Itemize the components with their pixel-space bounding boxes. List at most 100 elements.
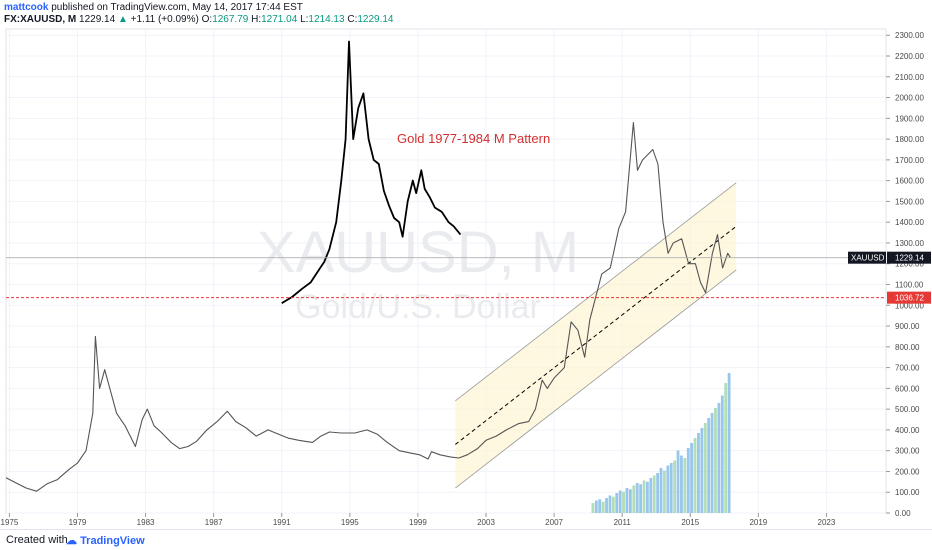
watermark-description: Gold/U.S. Dollar <box>295 288 541 326</box>
volume-bar <box>632 485 636 513</box>
watermark-symbol: XAUUSD, M <box>257 220 579 285</box>
volume-bar <box>642 480 646 513</box>
published-text: published on TradingView.com, May 14, 20… <box>48 2 303 13</box>
current-price-tag: 1229.14 <box>895 254 924 263</box>
volume-bar <box>594 500 598 513</box>
x-tick-label: 2023 <box>818 518 836 527</box>
volume-bar <box>601 501 605 513</box>
volume-bar <box>720 395 724 513</box>
volume-bar <box>676 450 680 513</box>
volume-bar <box>666 465 670 513</box>
x-tick-label: 2003 <box>477 518 495 527</box>
gold-price-series <box>5 121 731 492</box>
volume-bar <box>686 448 690 513</box>
y-tick-label: 1000.00 <box>895 301 924 310</box>
regression-channel[interactable] <box>455 182 737 489</box>
tradingview-logo-icon[interactable]: ☁ TradingView <box>66 535 145 547</box>
volume-bar <box>608 495 612 513</box>
footer-bar: Created with ☁ TradingView <box>0 529 932 550</box>
high-label: H: <box>251 14 262 25</box>
change-value: +1.11 (+0.09%) <box>130 14 199 25</box>
close-label: C: <box>347 14 358 25</box>
price-tags: XAUUSD 1229.14 1036.72 <box>848 251 931 304</box>
y-tick-label: 1500.00 <box>895 197 924 206</box>
support-tag-bg <box>887 291 931 304</box>
x-tick-label: 2015 <box>681 518 699 527</box>
horizontal-levels[interactable] <box>6 257 886 299</box>
volume-bars <box>591 373 731 513</box>
pattern-annotation[interactable]: Gold 1977-1984 M Pattern <box>397 131 550 146</box>
volume-bar <box>703 423 707 513</box>
author-link[interactable]: mattcook <box>4 2 49 13</box>
y-tick-label: 200.00 <box>895 467 920 476</box>
y-tick-label: 2000.00 <box>895 94 924 103</box>
y-tick-label: 400.00 <box>895 426 920 435</box>
low-label: L: <box>300 14 309 25</box>
y-tick-label: 2100.00 <box>895 73 924 82</box>
x-tick-label: 1999 <box>409 518 427 527</box>
tradingview-brand: TradingView <box>80 535 145 547</box>
volume-bar <box>663 470 666 513</box>
volume-bar <box>625 488 629 513</box>
y-tick-label: 2300.00 <box>895 31 924 40</box>
x-tick-label: 2007 <box>545 518 563 527</box>
x-tick-label: 1983 <box>137 518 155 527</box>
time-axis[interactable]: 1975 1979 1983 1987 1991 1995 1999 2003 2007 2011… <box>1 513 836 527</box>
volume-bar <box>724 383 728 513</box>
y-tick-label: 1800.00 <box>895 135 924 144</box>
price-axis[interactable]: 0.00 100.00 200.00 300.00 400.00 500.00 600.00… <box>886 31 924 518</box>
volume-bar <box>618 490 622 513</box>
x-tick-label: 1995 <box>341 518 359 527</box>
volume-bar <box>615 493 619 513</box>
open-label: O: <box>201 14 213 25</box>
close-value: 1229.14 <box>357 14 394 25</box>
volume-bar <box>673 460 677 513</box>
volume-bar <box>680 455 683 513</box>
volume-bar <box>659 468 663 513</box>
volume-bar <box>717 403 721 513</box>
y-tick-label: 1300.00 <box>895 239 924 248</box>
volume-bar <box>700 428 704 513</box>
volume-bar <box>639 484 642 513</box>
volume-bar <box>697 433 700 513</box>
y-tick-label: 1900.00 <box>895 114 924 123</box>
volume-bar <box>649 478 653 513</box>
volume-bar <box>683 458 687 513</box>
y-tick-label: 300.00 <box>895 447 920 456</box>
y-tick-label: 800.00 <box>895 343 920 352</box>
symbol-tag-label: XAUUSD <box>851 254 885 263</box>
volume-bar <box>635 483 639 513</box>
y-tick-label: 600.00 <box>895 384 920 393</box>
volume-bar <box>591 503 595 513</box>
volume-bar <box>693 438 697 513</box>
channel-upper-line <box>455 182 737 402</box>
y-tick-label: 1600.00 <box>895 177 924 186</box>
volume-bar <box>714 408 717 513</box>
y-tick-label: 500.00 <box>895 405 920 414</box>
y-tick-label: 1100.00 <box>895 281 924 290</box>
channel-midline <box>455 225 737 445</box>
x-tick-label: 1991 <box>273 518 291 527</box>
last-price: 1229.14 <box>79 14 116 25</box>
plot-area[interactable] <box>5 28 887 514</box>
volume-bar <box>656 473 660 513</box>
volume-bar <box>710 413 714 513</box>
volume-bar <box>652 475 656 513</box>
price-chart[interactable]: XAUUSD, M Gold/U.S. Dollar Gold 1977-198… <box>0 0 932 530</box>
volume-bar <box>598 499 602 513</box>
y-tick-label: 1400.00 <box>895 218 924 227</box>
volume-bar <box>669 463 673 513</box>
low-value: 1214.13 <box>308 14 345 25</box>
current-price-tag-bg <box>887 251 931 264</box>
symbol-tag-bg <box>848 251 886 264</box>
volume-bar <box>605 498 608 513</box>
volume-bar <box>646 481 649 513</box>
ohlc-line: FX:XAUUSD, M 1229.14 ▲ +1.11 (+0.09%) O:… <box>4 14 394 26</box>
symbol-label: FX:XAUUSD, M <box>4 14 77 25</box>
x-tick-label: 1975 <box>1 518 19 527</box>
volume-bar <box>707 418 711 513</box>
volume-bar <box>611 496 615 513</box>
x-tick-label: 1979 <box>69 518 87 527</box>
volume-bar <box>690 443 694 513</box>
volume-bar <box>622 491 625 513</box>
